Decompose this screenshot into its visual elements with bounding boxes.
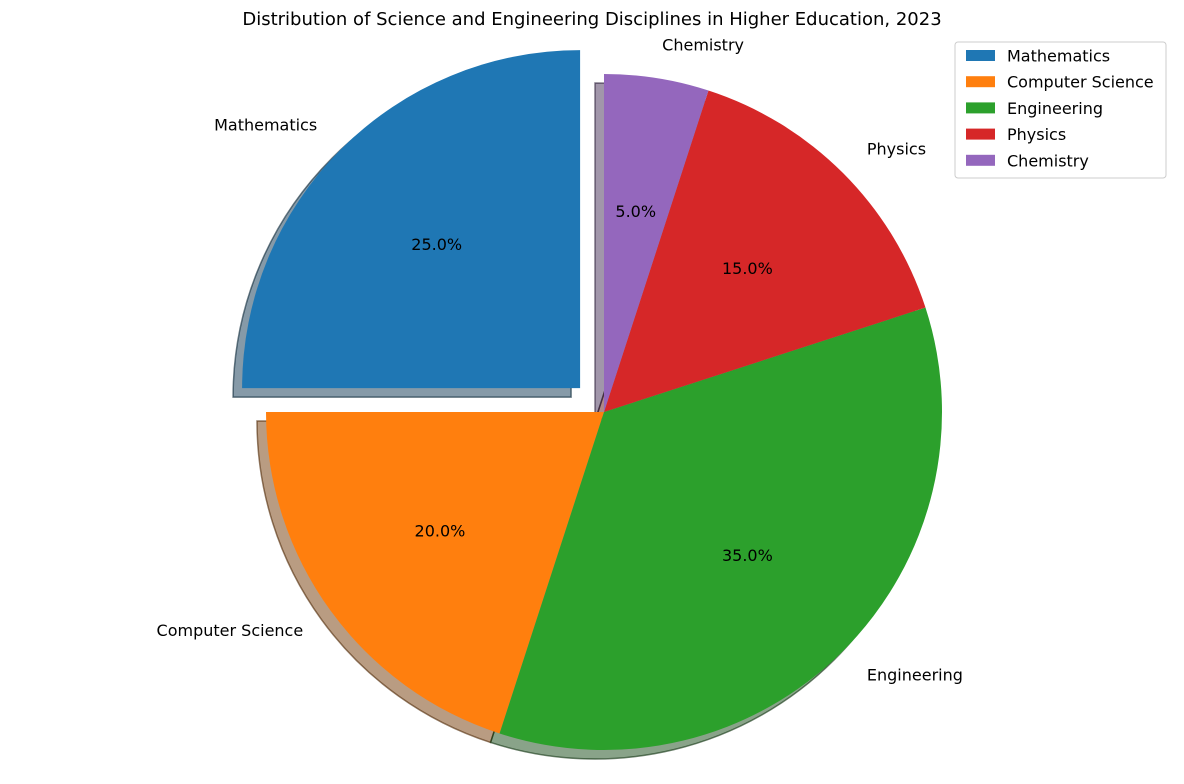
legend-swatch-computer-science [966, 76, 995, 88]
legend-swatch-engineering [966, 102, 995, 114]
pie-slices [242, 50, 942, 751]
legend-swatch-mathematics [966, 50, 995, 61]
chart-title: Distribution of Science and Engineering … [242, 9, 941, 30]
category-label-computer-science: Computer Science [157, 621, 304, 640]
percent-labels: 25.0% 20.0% 35.0% 15.0% 5.0% [411, 202, 773, 565]
category-label-mathematics: Mathematics [214, 116, 317, 135]
percent-label-chemistry: 5.0% [615, 202, 656, 221]
legend-label-physics: Physics [1007, 125, 1066, 144]
slice-chemistry [604, 74, 709, 412]
percent-label-engineering: 35.0% [722, 546, 773, 565]
category-labels: Mathematics Computer Science Engineering Ph… [157, 35, 963, 684]
legend-label-computer-science: Computer Science [1007, 73, 1154, 92]
legend-label-engineering: Engineering [1007, 99, 1103, 118]
legend-frame [954, 41, 1167, 179]
legend-label-chemistry: Chemistry [1007, 151, 1089, 170]
slice-engineering [499, 307, 942, 751]
legend: Mathematics Computer Science Engineering Ph… [954, 41, 1167, 179]
category-label-chemistry: Chemistry [662, 35, 744, 54]
category-label-physics: Physics [867, 140, 926, 159]
percent-label-mathematics: 25.0% [411, 235, 462, 254]
percent-label-physics: 15.0% [722, 259, 773, 278]
slice-computer-science [266, 412, 604, 734]
percent-label-computer-science: 20.0% [415, 522, 466, 541]
legend-label-mathematics: Mathematics [1007, 47, 1110, 66]
legend-swatch-chemistry [966, 154, 995, 166]
slice-mathematics [242, 50, 581, 389]
slice-physics [604, 90, 926, 412]
category-label-engineering: Engineering [867, 665, 963, 684]
legend-swatch-physics [966, 128, 995, 140]
